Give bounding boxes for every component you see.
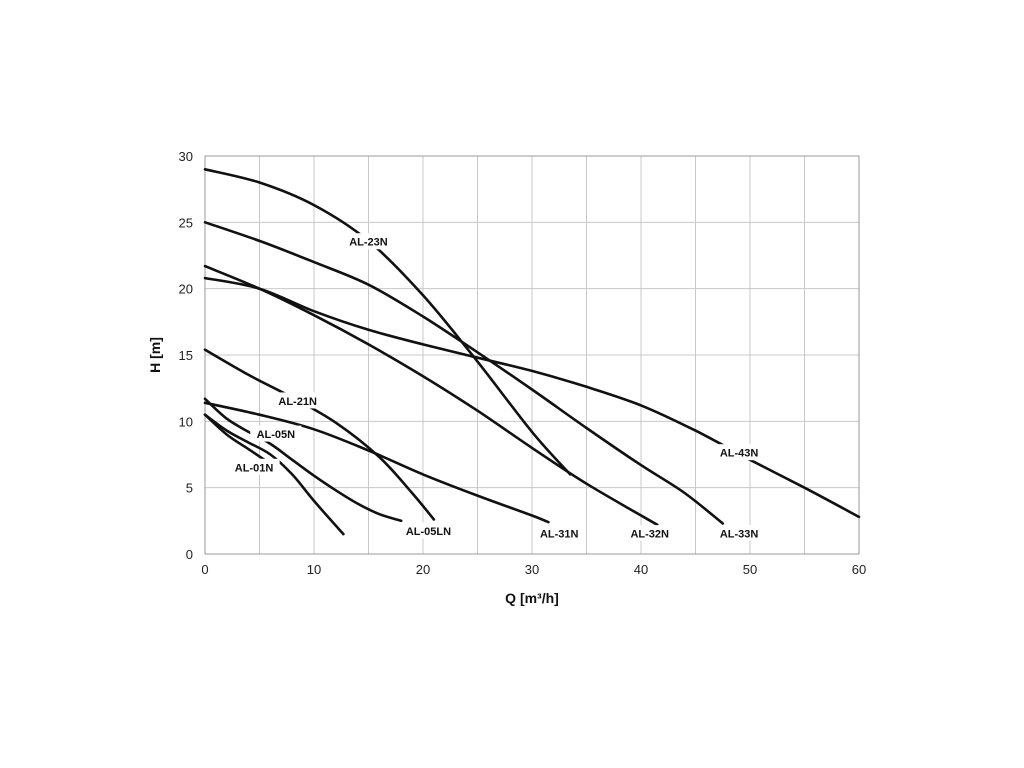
curve-label-background — [713, 444, 765, 461]
curve-al-05ln — [203, 397, 403, 523]
curve-label-al-21n: AL-21N — [278, 396, 317, 408]
y-tick-label: 0 — [186, 547, 193, 562]
x-tick-label: 60 — [852, 562, 866, 577]
curve-label-background — [228, 458, 280, 475]
plot-frame — [204, 155, 860, 555]
y-tick-label: 15 — [179, 348, 193, 363]
curve-label-al-01n: AL-01N — [235, 462, 274, 474]
y-tick-label: 30 — [179, 149, 193, 164]
x-tick-label: 20 — [416, 562, 430, 577]
tick-labels: 0 10 20 30 40 50 60 0 5 10 15 20 25 30 — [179, 149, 867, 577]
curve-label-background — [272, 392, 324, 409]
curve-label-al-32n: AL-32N — [630, 529, 669, 541]
x-tick-label: 10 — [307, 562, 321, 577]
curve-label-al-05ln: AL-05LN — [406, 526, 451, 538]
curve-al-21n — [203, 348, 436, 521]
curve-al-32n — [203, 264, 659, 527]
curve-label-al-43n: AL-43N — [720, 448, 759, 460]
y-tick-label: 10 — [179, 414, 193, 429]
x-tick-label: 30 — [525, 562, 539, 577]
x-tick-label: 40 — [634, 562, 648, 577]
curve-label-background — [533, 525, 585, 542]
curve-label-background — [713, 525, 765, 542]
curve-al-01n — [203, 413, 272, 466]
curve-label-background — [399, 522, 458, 539]
y-tick-label: 25 — [179, 215, 193, 230]
y-axis-title: H [m] — [147, 337, 163, 373]
curve-label-al-33n: AL-33N — [720, 529, 759, 541]
curve-al-05n — [203, 413, 345, 536]
x-axis-title: Q [m³/h] — [505, 590, 559, 606]
grid-lines — [204, 155, 860, 555]
y-tick-label: 20 — [179, 282, 193, 297]
curve-labels: AL-01N AL-05N AL-05LN AL-21N AL-23N AL-31N AL-… — [228, 233, 765, 542]
curve-al-33n — [203, 221, 725, 525]
curve-al-31n — [203, 401, 550, 524]
y-tick-label: 5 — [186, 481, 193, 496]
x-tick-label: 50 — [743, 562, 757, 577]
curve-al-23n — [203, 168, 572, 476]
curve-label-background — [250, 425, 302, 442]
curve-label-al-23n: AL-23N — [349, 237, 388, 249]
curve-label-background — [624, 525, 676, 542]
x-tick-label: 0 — [201, 562, 208, 577]
curve-label-background — [342, 233, 395, 250]
curve-label-al-31n: AL-31N — [540, 529, 579, 541]
curve-label-al-05n: AL-05N — [257, 429, 296, 441]
